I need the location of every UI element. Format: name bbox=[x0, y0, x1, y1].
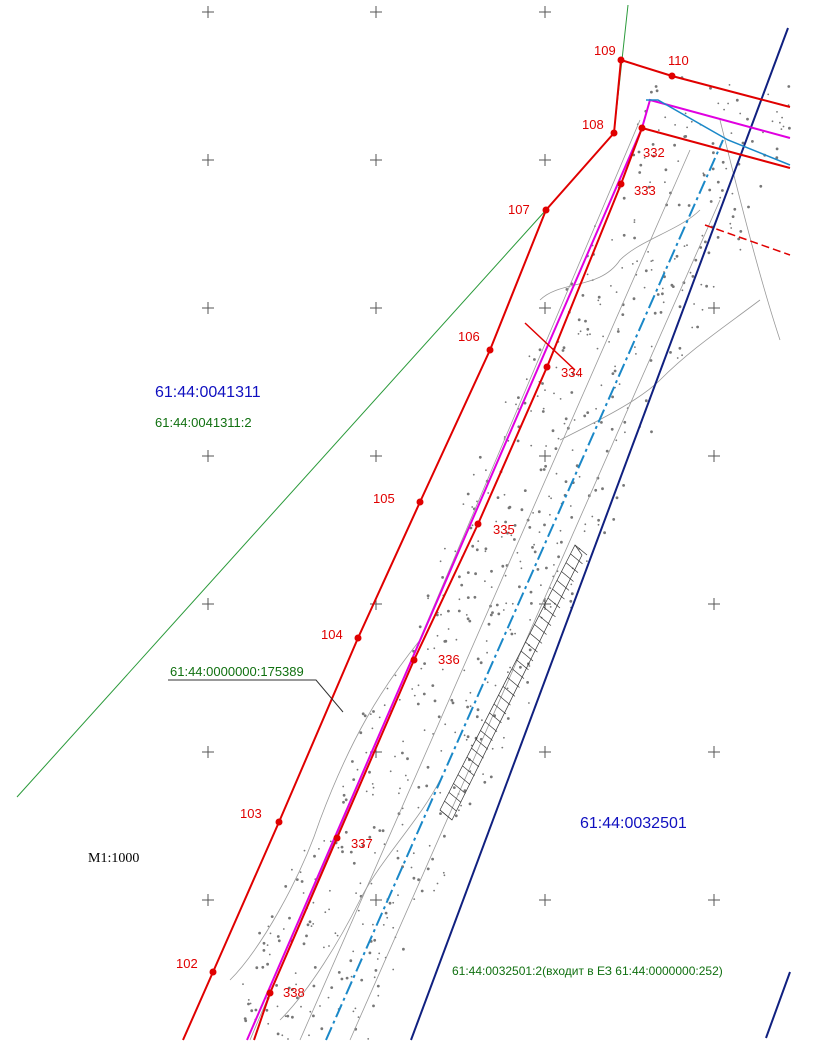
point-label-333: 333 bbox=[634, 183, 656, 198]
parcel-label-strip: 61:44:0000000:175389 bbox=[170, 664, 304, 679]
point-label-110: 110 bbox=[668, 53, 689, 68]
point-label-334: 334 bbox=[561, 365, 583, 380]
red-tick-line bbox=[524, 322, 576, 371]
red-boundary-top bbox=[641, 127, 791, 169]
boundary-points bbox=[209, 56, 676, 997]
point-label-106: 106 bbox=[458, 329, 480, 344]
point-label-332: 332 bbox=[643, 145, 665, 160]
parcel-label-west-block: 61:44:0041311 bbox=[155, 384, 261, 401]
point-label-336: 336 bbox=[438, 652, 460, 667]
magenta-boundary-line bbox=[246, 98, 791, 1041]
cyan-top-line bbox=[646, 99, 791, 166]
point-label-105: 105 bbox=[373, 491, 395, 506]
scale-label: M1:1000 bbox=[88, 851, 139, 866]
cyan-dash-line bbox=[325, 139, 724, 1041]
contour-lines bbox=[229, 119, 781, 1041]
point-label-104: 104 bbox=[321, 627, 343, 642]
grid-crosses bbox=[202, 6, 720, 906]
point-label-107: 107 bbox=[508, 202, 530, 217]
point-label-337: 337 bbox=[351, 836, 373, 851]
point-label-335: 335 bbox=[493, 522, 515, 537]
point-label-338: 338 bbox=[283, 985, 305, 1000]
point-label-102: 102 bbox=[176, 956, 198, 971]
point-label-109: 109 bbox=[594, 43, 616, 58]
red-dash-line bbox=[704, 224, 791, 256]
point-label-108: 108 bbox=[582, 117, 604, 132]
strip-parcel-leader bbox=[168, 679, 344, 713]
hatched-embankment bbox=[439, 544, 588, 821]
navy-boundary-line-east bbox=[765, 971, 791, 1039]
parcel-label-west-parcel: 61:44:0041311:2 bbox=[155, 415, 252, 430]
terrain-points bbox=[242, 76, 791, 1040]
green-boundary-line bbox=[16, 209, 547, 798]
parcel-label-east-block: 61:44:0032501 bbox=[580, 815, 687, 832]
point-label-103: 103 bbox=[240, 806, 262, 821]
red-boundary-east bbox=[253, 127, 643, 1041]
parcel-label-east-parcel: 61:44:0032501:2(входит в ЕЗ 61:44:000000… bbox=[452, 964, 723, 978]
navy-boundary-line-west bbox=[410, 27, 789, 1041]
